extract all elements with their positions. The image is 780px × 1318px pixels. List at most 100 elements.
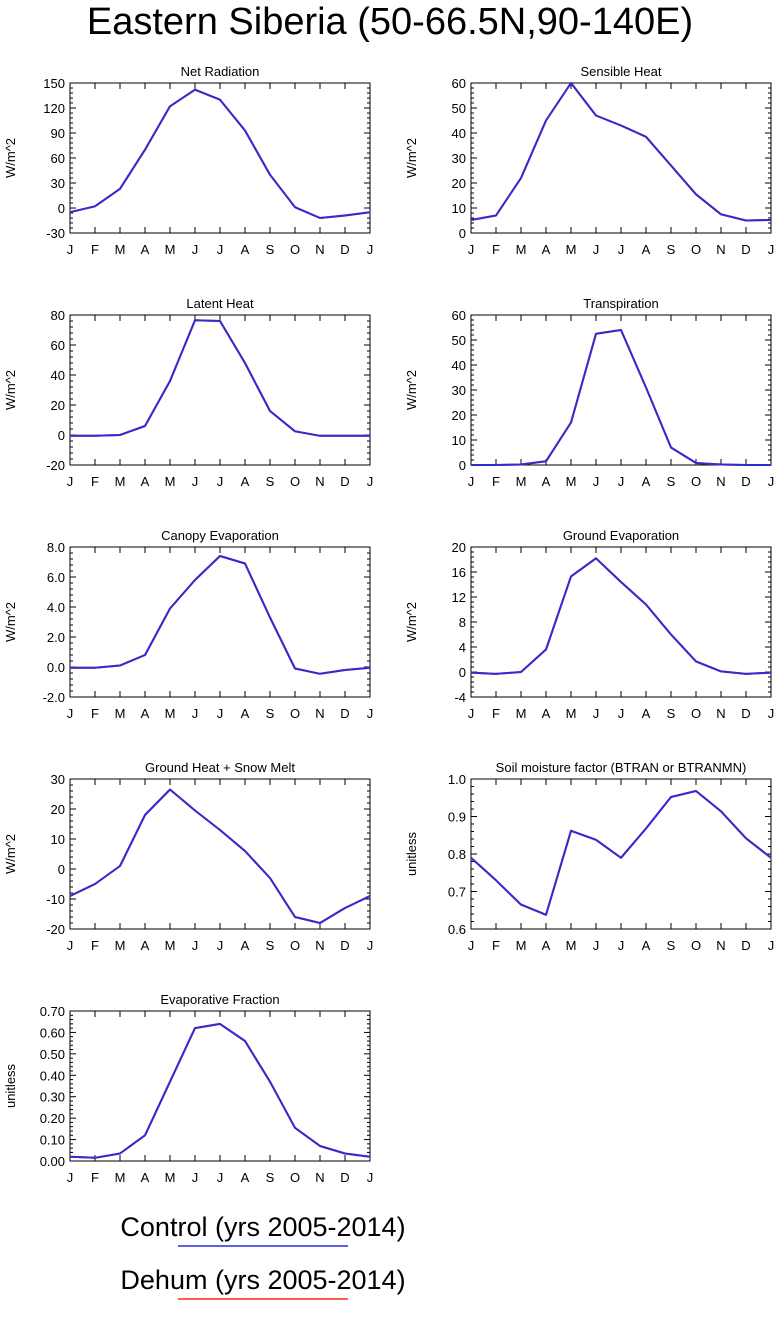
x-tick-label: A [241, 1170, 250, 1185]
chart-title: Latent Heat [186, 296, 254, 311]
x-tick-label: N [716, 938, 725, 953]
y-tick-label: 90 [51, 126, 65, 141]
y-tick-label: 0.50 [40, 1047, 65, 1062]
series-line-dehum [470, 557, 772, 675]
x-tick-label: S [266, 706, 275, 721]
y-tick-label: 0.0 [47, 660, 65, 675]
y-tick-label: 16 [452, 565, 466, 580]
x-tick-label: M [516, 706, 527, 721]
x-tick-label: M [165, 242, 176, 257]
x-tick-label: S [266, 474, 275, 489]
series-line-dehum [470, 790, 772, 916]
plot-frame [470, 546, 772, 698]
y-tick-label: 0.20 [40, 1111, 65, 1126]
x-tick-label: J [768, 938, 775, 953]
x-tick-label: J [217, 474, 224, 489]
y-tick-label: 10 [452, 201, 466, 216]
y-tick-label: 30 [51, 772, 65, 787]
x-tick-label: D [340, 242, 349, 257]
x-tick-label: J [367, 938, 374, 953]
series-line-dehum [69, 1022, 371, 1159]
x-tick-label: S [667, 938, 676, 953]
chart-title: Ground Heat + Snow Melt [145, 760, 295, 775]
x-tick-label: A [141, 1170, 150, 1185]
x-tick-label: N [716, 706, 725, 721]
x-tick-label: F [91, 1170, 99, 1185]
chart-panel: Soil moisture factor (BTRAN or BTRANMN) u… [404, 760, 774, 953]
y-tick-label: 30 [452, 151, 466, 166]
x-tick-label: J [67, 706, 74, 721]
x-tick-label: S [667, 242, 676, 257]
x-tick-label: J [768, 706, 775, 721]
y-tick-label: 0.6 [448, 922, 466, 937]
x-tick-label: J [593, 706, 600, 721]
y-tick-label: 0.8 [448, 847, 466, 862]
x-tick-label: M [165, 474, 176, 489]
x-tick-label: M [165, 1170, 176, 1185]
y-tick-label: 0.00 [40, 1154, 65, 1169]
x-tick-label: A [241, 706, 250, 721]
plot-frame [69, 82, 371, 234]
y-tick-label: 0.7 [448, 885, 466, 900]
y-axis-label: W/m^2 [3, 602, 18, 642]
x-tick-label: J [367, 242, 374, 257]
y-tick-label: 50 [452, 101, 466, 116]
x-tick-label: M [115, 242, 126, 257]
x-tick-label: J [468, 938, 475, 953]
x-tick-label: F [91, 242, 99, 257]
y-tick-label: 0 [459, 226, 466, 241]
y-axis-label: W/m^2 [3, 138, 18, 178]
x-tick-label: F [91, 938, 99, 953]
y-tick-label: 0 [58, 201, 65, 216]
y-tick-label: 1.0 [448, 772, 466, 787]
x-tick-label: F [492, 474, 500, 489]
y-tick-label: 30 [452, 383, 466, 398]
x-tick-label: J [468, 474, 475, 489]
x-tick-label: N [716, 242, 725, 257]
x-tick-label: J [217, 938, 224, 953]
x-tick-label: F [492, 242, 500, 257]
series-line-dehum [471, 329, 771, 466]
x-tick-label: M [165, 938, 176, 953]
y-tick-label: 60 [51, 338, 65, 353]
x-tick-label: A [241, 474, 250, 489]
x-tick-label: J [192, 1170, 199, 1185]
x-tick-label: D [340, 938, 349, 953]
x-tick-label: J [67, 474, 74, 489]
x-tick-label: M [115, 706, 126, 721]
x-tick-label: N [315, 938, 324, 953]
y-tick-label: 0 [459, 665, 466, 680]
series-line-control [470, 557, 772, 675]
x-tick-label: D [340, 1170, 349, 1185]
x-tick-label: F [91, 474, 99, 489]
x-tick-label: J [192, 706, 199, 721]
series-line-control [471, 329, 771, 466]
y-tick-label: -20 [46, 922, 65, 937]
x-tick-label: O [691, 242, 701, 257]
x-tick-label: J [192, 938, 199, 953]
x-tick-label: J [618, 938, 625, 953]
y-tick-label: 6.0 [47, 570, 65, 585]
y-tick-label: 0.10 [40, 1133, 65, 1148]
y-tick-label: 50 [452, 333, 466, 348]
y-tick-label: 30 [51, 176, 65, 191]
y-tick-label: 0.9 [448, 810, 466, 825]
y-axis-label: unitless [404, 831, 419, 876]
x-tick-label: A [642, 474, 651, 489]
x-tick-label: N [315, 474, 324, 489]
x-tick-label: A [141, 706, 150, 721]
plot-frame [470, 82, 772, 234]
chart-title: Transpiration [583, 296, 658, 311]
y-tick-label: 60 [452, 308, 466, 323]
y-axis-label: W/m^2 [404, 602, 419, 642]
y-tick-label: 0 [58, 428, 65, 443]
chart-panel: Evaporative Fraction unitless 0.00 0.10 0.20… [3, 992, 373, 1185]
series-line-dehum [70, 555, 371, 675]
x-tick-label: J [192, 474, 199, 489]
x-tick-label: J [67, 938, 74, 953]
